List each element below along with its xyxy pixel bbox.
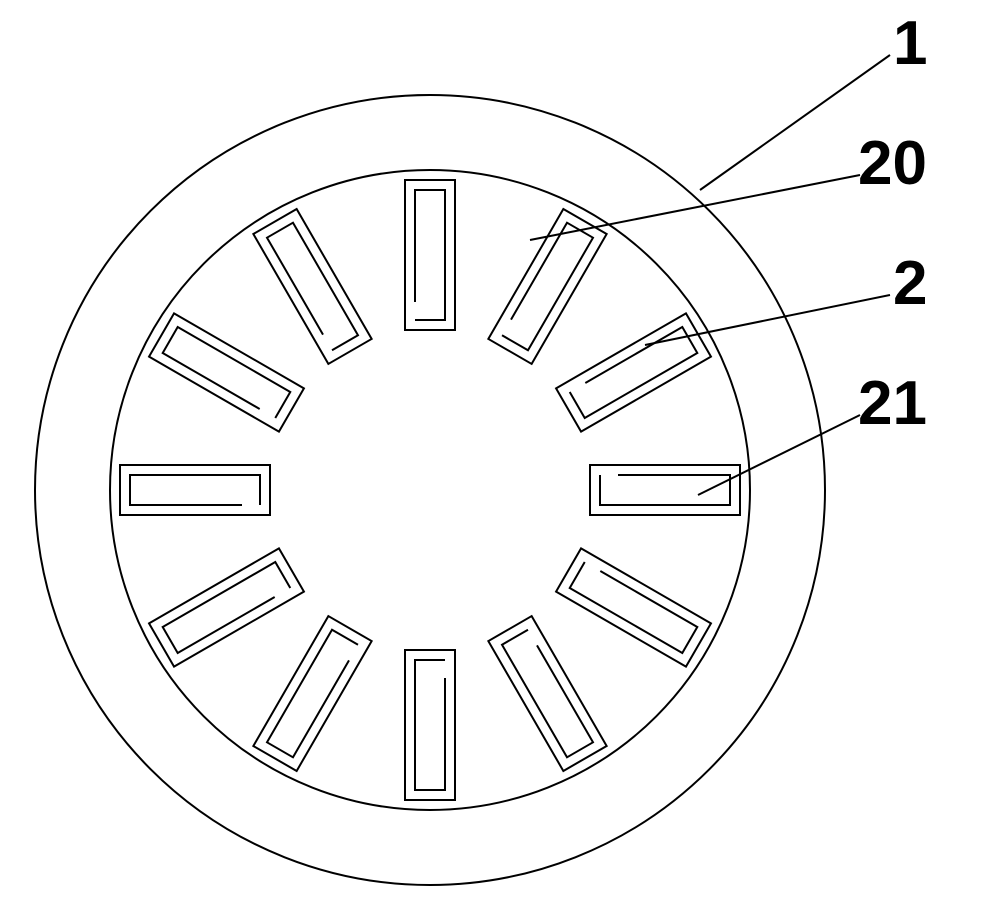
callout-label-21: 21	[858, 368, 927, 439]
callout-label-20: 20	[858, 128, 927, 199]
callout-label-2: 2	[893, 248, 927, 319]
diagram-svg	[0, 0, 1000, 906]
diagram-container	[0, 0, 1000, 906]
callout-label-1: 1	[893, 8, 927, 79]
